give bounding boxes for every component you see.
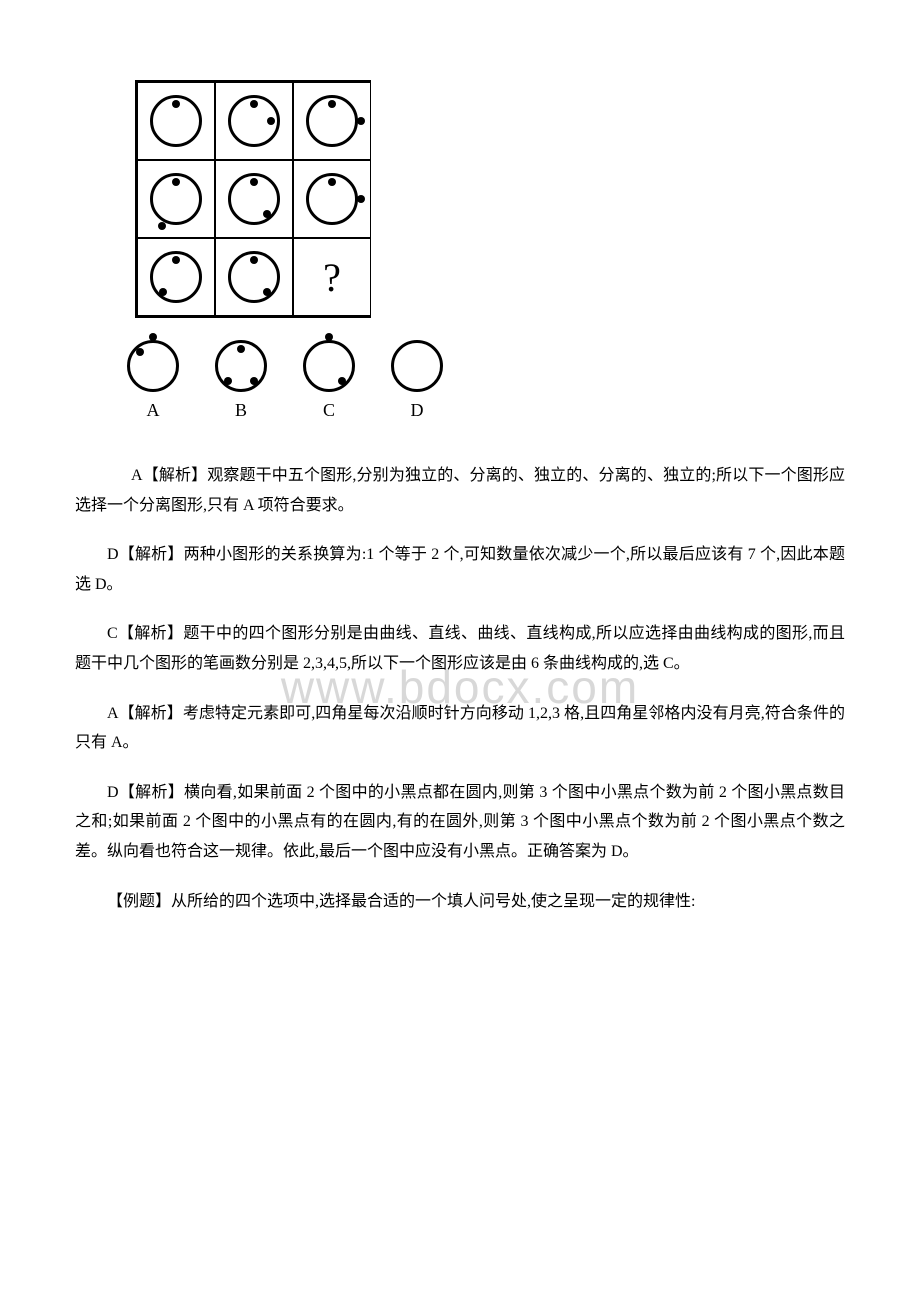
option-label: C: [299, 400, 359, 421]
dot-icon: [250, 377, 258, 385]
figure-block: ? A: [135, 80, 845, 421]
grid-cell: [137, 160, 215, 238]
circle-icon: [127, 340, 179, 392]
circle-icon: [228, 95, 280, 147]
circle-icon: [228, 251, 280, 303]
figure-grid: ?: [135, 80, 371, 318]
grid-cell: [137, 82, 215, 160]
option-d: D: [387, 336, 447, 421]
content-layer: ? A: [75, 80, 845, 916]
answer-paragraph: D【解析】横向看,如果前面 2 个图中的小黑点都在圆内,则第 3 个图中小黑点个…: [75, 778, 845, 867]
option-a: A: [123, 336, 183, 421]
example-paragraph: 【例题】从所给的四个选项中,选择最合适的一个填人问号处,使之呈现一定的规律性:: [75, 887, 845, 917]
option-label: B: [211, 400, 271, 421]
dot-icon: [328, 178, 336, 186]
dot-icon: [250, 178, 258, 186]
option-figure: [387, 336, 447, 396]
grid-cell-question: ?: [293, 238, 371, 316]
circle-icon: [303, 340, 355, 392]
dot-icon: [158, 222, 166, 230]
dot-icon: [237, 345, 245, 353]
dot-icon: [325, 333, 333, 341]
option-label: D: [387, 400, 447, 421]
options-row: A B C: [123, 336, 845, 421]
circle-icon: [150, 251, 202, 303]
grid-cell: [137, 238, 215, 316]
circle-icon: [306, 173, 358, 225]
dot-icon: [357, 195, 365, 203]
option-figure: [299, 336, 359, 396]
dot-icon: [172, 256, 180, 264]
option-b: B: [211, 336, 271, 421]
dot-icon: [328, 100, 336, 108]
circle-icon: [228, 173, 280, 225]
question-mark: ?: [323, 254, 341, 301]
circle-icon: [306, 95, 358, 147]
dot-icon: [172, 100, 180, 108]
grid-cell: [215, 238, 293, 316]
dot-icon: [172, 178, 180, 186]
dot-icon: [267, 117, 275, 125]
answer-paragraph: D【解析】两种小图形的关系换算为:1 个等于 2 个,可知数量依次减少一个,所以…: [75, 540, 845, 599]
dot-icon: [159, 288, 167, 296]
dot-icon: [263, 288, 271, 296]
option-c: C: [299, 336, 359, 421]
grid-cell: [293, 82, 371, 160]
circle-icon: [215, 340, 267, 392]
dot-icon: [338, 377, 346, 385]
grid-cell: [215, 82, 293, 160]
grid-cell: [293, 160, 371, 238]
answer-paragraph: C【解析】题干中的四个图形分别是由曲线、直线、曲线、直线构成,所以应选择由曲线构…: [75, 619, 845, 678]
circle-icon: [150, 173, 202, 225]
dot-icon: [357, 117, 365, 125]
option-figure: [211, 336, 271, 396]
option-figure: [123, 336, 183, 396]
circle-icon: [391, 340, 443, 392]
option-label: A: [123, 400, 183, 421]
dot-icon: [224, 377, 232, 385]
dot-icon: [250, 256, 258, 264]
grid-cell: [215, 160, 293, 238]
dot-icon: [250, 100, 258, 108]
dot-icon: [149, 333, 157, 341]
dot-icon: [263, 210, 271, 218]
answer-paragraph: A【解析】考虑特定元素即可,四角星每次沿顺时针方向移动 1,2,3 格,且四角星…: [75, 699, 845, 758]
dot-icon: [136, 348, 144, 356]
circle-icon: [150, 95, 202, 147]
answer-paragraph: A【解析】观察题干中五个图形,分别为独立的、分离的、独立的、分离的、独立的;所以…: [75, 461, 845, 520]
